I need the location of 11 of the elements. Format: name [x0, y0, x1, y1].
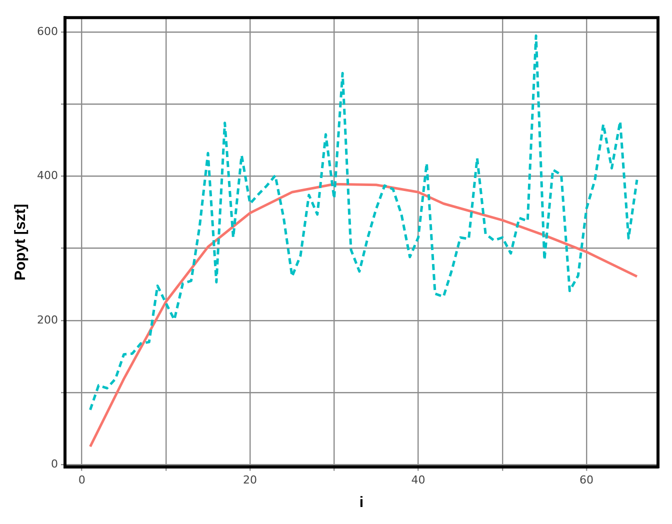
line-series: [88, 34, 638, 412]
x-axis-title: i: [359, 494, 364, 512]
y-tick-label: 200: [36, 313, 58, 326]
x-tick-label: 0: [78, 473, 86, 486]
x-tick-label: 40: [411, 473, 426, 486]
y-axis-title: Popyt [szt]: [12, 204, 30, 281]
y-tick-label: 600: [36, 24, 58, 38]
x-tick-label: 60: [580, 473, 594, 486]
y-tick-label: 400: [36, 169, 58, 182]
y-tick-label: 0: [50, 457, 58, 470]
x-tick-label: 20: [243, 473, 258, 486]
